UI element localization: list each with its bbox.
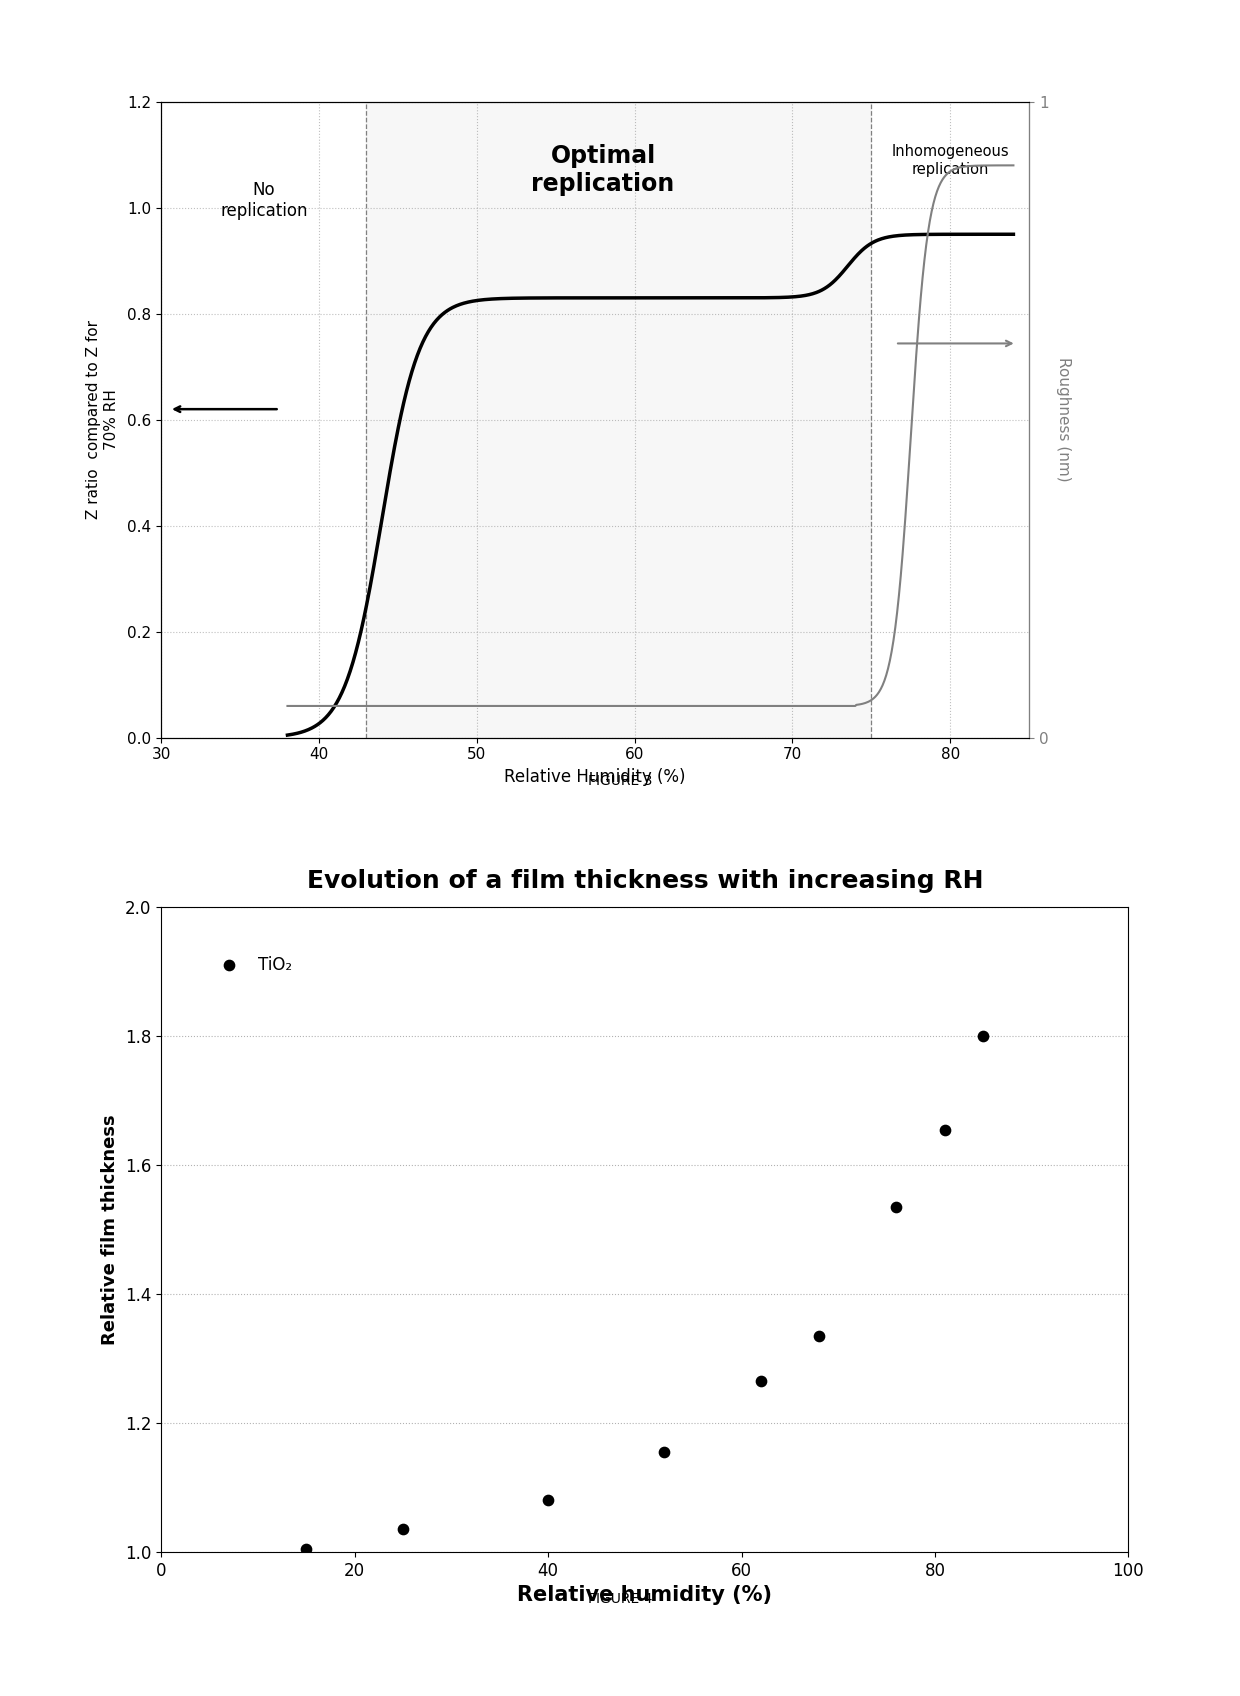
Point [393,1516,413,1543]
Point [655,1438,675,1465]
X-axis label: Relative Humidity (%): Relative Humidity (%) [505,768,686,785]
Text: Inhomogeneous
replication: Inhomogeneous replication [892,144,1009,176]
Text: TiO₂: TiO₂ [258,957,293,975]
Point [538,1487,558,1515]
Bar [366,102,872,738]
Y-axis label: Roughness (nm): Roughness (nm) [1055,358,1071,482]
Y-axis label: Relative film thickness: Relative film thickness [102,1114,119,1345]
Text: FIGURE 3: FIGURE 3 [588,775,652,789]
Text: No
replication: No replication [219,181,308,220]
X-axis label: Relative humidity (%): Relative humidity (%) [517,1586,773,1604]
Text: Optimal
replication: Optimal replication [532,144,675,197]
Point [808,1323,828,1350]
Point [935,1116,955,1143]
Point [887,1194,906,1221]
Point [219,951,239,979]
Text: FIGURE 4: FIGURE 4 [588,1593,652,1606]
Point [296,1535,316,1562]
Title: Evolution of a film thickness with increasing RH: Evolution of a film thickness with incre… [306,868,983,892]
Point [973,1023,993,1050]
Y-axis label: Z ratio  compared to Z for
70% RH: Z ratio compared to Z for 70% RH [87,321,119,519]
Point [751,1367,771,1394]
